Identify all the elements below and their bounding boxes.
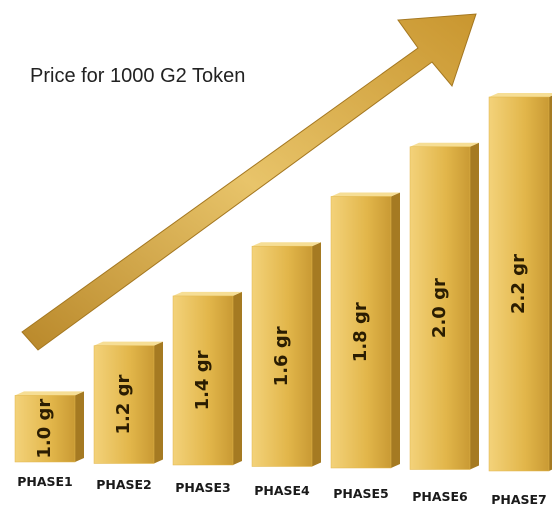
page: Price for 1000 G2 Token 1.0 gr PHASE1 1.2 …	[0, 0, 552, 515]
bar-side	[75, 391, 84, 462]
bar-top	[489, 93, 552, 97]
bar-top	[15, 391, 84, 395]
x-tick-label: PHASE4	[254, 483, 310, 498]
value-label: 2.2 gr	[508, 254, 529, 314]
value-label: 1.8 gr	[350, 302, 371, 362]
bar-top	[94, 342, 163, 346]
bar-side	[154, 342, 163, 464]
chart: Price for 1000 G2 Token 1.0 gr PHASE1 1.2 …	[0, 0, 552, 515]
x-tick-label: PHASE2	[96, 477, 152, 492]
x-tick-label: PHASE6	[412, 489, 468, 504]
bar-side	[312, 242, 321, 466]
x-tick-label: PHASE1	[17, 474, 73, 489]
x-tick-label: PHASE3	[175, 480, 231, 495]
chart-title: Price for 1000 G2 Token	[30, 65, 245, 87]
bar-side	[233, 292, 242, 465]
bar-top	[331, 192, 400, 196]
value-label: 1.2 gr	[113, 375, 134, 435]
value-label: 1.0 gr	[34, 399, 55, 459]
bar-top	[252, 242, 321, 246]
bar-top	[410, 143, 479, 147]
bar-side	[470, 143, 479, 470]
value-label: 1.4 gr	[192, 350, 213, 410]
value-label: 2.0 gr	[429, 278, 450, 338]
value-label: 1.6 gr	[271, 326, 292, 386]
bar-side	[391, 192, 400, 468]
x-tick-label: PHASE7	[491, 492, 547, 507]
bar-top	[173, 292, 242, 296]
x-tick-label: PHASE5	[333, 486, 389, 501]
